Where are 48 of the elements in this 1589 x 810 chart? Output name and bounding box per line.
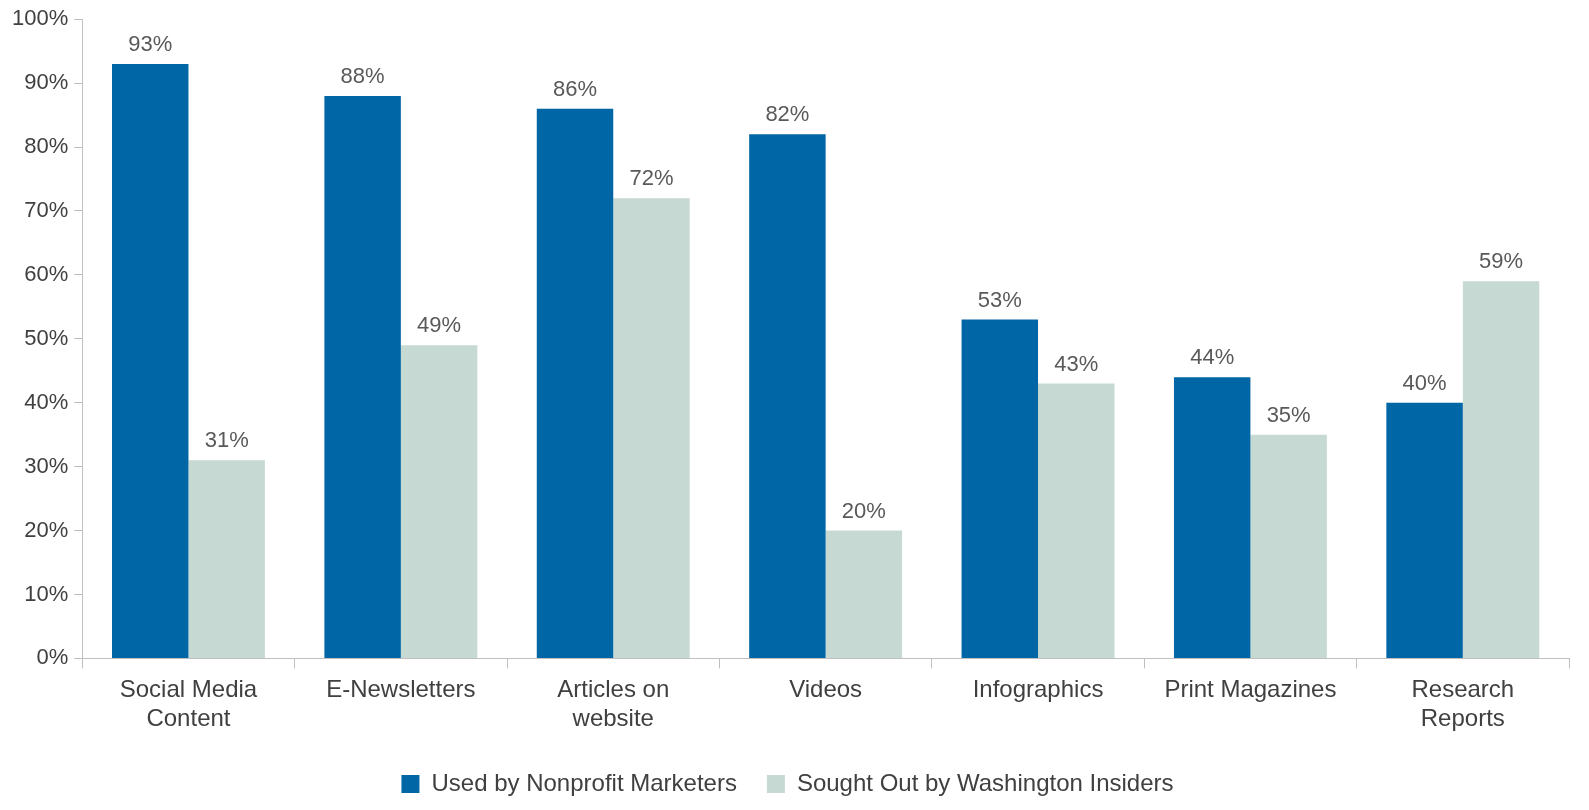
data-label: 88% <box>340 62 385 88</box>
data-label: 59% <box>1479 248 1524 274</box>
data-label: 44% <box>1190 344 1235 370</box>
bar <box>1173 377 1251 658</box>
bar <box>400 345 478 658</box>
data-label: 35% <box>1266 401 1311 427</box>
data-label: 93% <box>128 31 173 57</box>
y-tick-label: 70% <box>24 197 69 223</box>
bar <box>749 134 826 658</box>
y-tick-label: 10% <box>24 580 69 606</box>
bar <box>825 530 903 658</box>
bar <box>188 460 265 658</box>
data-label: 40% <box>1402 369 1447 395</box>
y-tick-label: 50% <box>24 324 69 350</box>
bar <box>324 95 401 658</box>
bar <box>1462 281 1540 658</box>
y-tick-label: 40% <box>24 388 69 414</box>
data-label: 82% <box>765 101 810 127</box>
x-tick-label: Social Media Content <box>119 675 258 732</box>
bar <box>961 319 1039 658</box>
y-tick-label: 80% <box>24 133 69 159</box>
bar <box>112 63 189 658</box>
y-tick-label: 60% <box>24 260 69 286</box>
y-tick-label: 100% <box>11 5 69 31</box>
x-tick-label: Print Magazines <box>1164 675 1337 703</box>
data-label: 20% <box>841 497 886 523</box>
data-label: 53% <box>977 286 1022 312</box>
legend-label: Used by Nonprofit Marketers <box>431 768 737 796</box>
bar <box>1386 402 1463 658</box>
data-label: 31% <box>204 427 249 453</box>
data-label: 72% <box>629 165 674 191</box>
x-tick-label: Research Reports <box>1411 675 1515 732</box>
bar <box>1250 434 1327 658</box>
legend-label: Sought Out by Washington Insiders <box>796 768 1174 796</box>
data-label: 49% <box>417 312 462 338</box>
x-tick-label: Infographics <box>972 675 1104 703</box>
y-tick-label: 0% <box>36 644 69 670</box>
x-tick-label: E-Newsletters <box>326 675 476 703</box>
y-tick-label: 20% <box>24 516 69 542</box>
x-tick-label: Videos <box>789 675 863 703</box>
y-tick-label: 90% <box>24 69 69 95</box>
data-label: 86% <box>552 75 598 101</box>
data-label: 43% <box>1054 350 1099 376</box>
bar <box>1038 383 1115 658</box>
y-tick-label: 30% <box>24 452 69 478</box>
x-tick-label: Articles on website <box>557 675 670 732</box>
bar <box>536 108 614 658</box>
bar <box>613 198 690 658</box>
